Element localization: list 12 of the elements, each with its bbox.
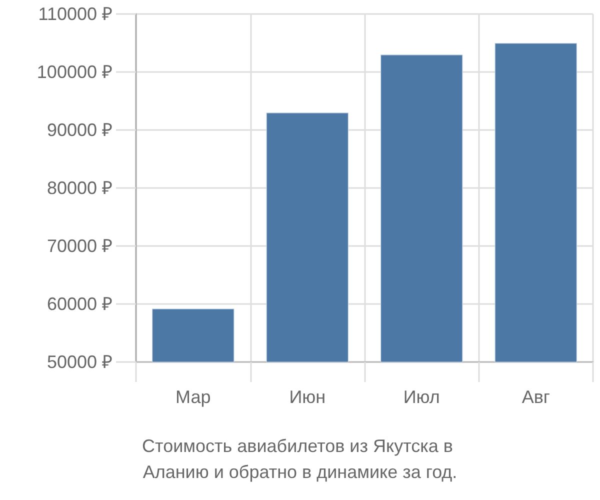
y-tick-label: 90000 ₽ bbox=[46, 120, 112, 140]
x-tick-label: Июл bbox=[403, 387, 440, 407]
x-tick-label: Авг bbox=[522, 387, 550, 407]
y-tick-label: 50000 ₽ bbox=[46, 352, 112, 372]
y-tick-label: 100000 ₽ bbox=[36, 62, 112, 82]
x-tick-label: Июн bbox=[289, 387, 326, 407]
y-tick-label: 70000 ₽ bbox=[46, 236, 112, 256]
y-tick-label: 110000 ₽ bbox=[38, 4, 112, 24]
y-tick-label: 60000 ₽ bbox=[46, 294, 112, 314]
x-tick-label: Мар bbox=[176, 387, 211, 407]
y-tick-label: 80000 ₽ bbox=[46, 178, 112, 198]
text: Стоимость авиабилетов из Якутска в Аланию и обратно в динамике за год. bbox=[142, 436, 458, 482]
